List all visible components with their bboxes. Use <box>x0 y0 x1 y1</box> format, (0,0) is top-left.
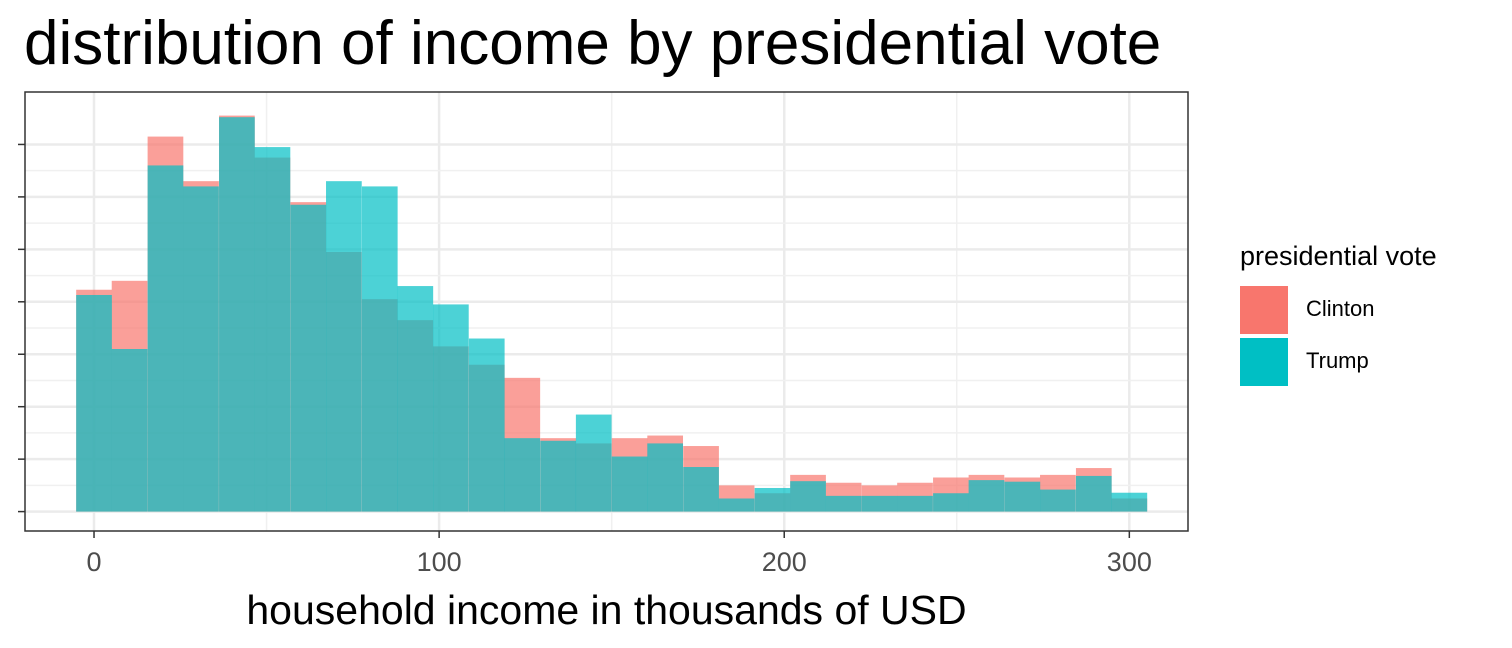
bar-trump <box>254 147 291 512</box>
x-tick-label: 300 <box>1107 547 1152 577</box>
bar-trump <box>147 165 184 512</box>
legend-item-clinton: Clinton <box>1240 286 1500 334</box>
bar-trump <box>575 414 612 512</box>
x-tick-label: 0 <box>87 547 102 577</box>
legend-item-trump: Trump <box>1240 338 1500 386</box>
bar-trump <box>1004 481 1041 512</box>
legend: presidential vote Clinton Trump <box>1240 238 1437 386</box>
bar-trump <box>754 487 791 512</box>
bar-trump <box>76 294 112 512</box>
bar-trump <box>790 481 826 512</box>
bar-trump <box>290 204 327 512</box>
legend-title: presidential vote <box>1240 241 1437 271</box>
legend-label-trump: Trump <box>1306 348 1369 373</box>
bar-trump <box>1111 492 1148 512</box>
bar-trump <box>647 443 684 512</box>
bar-trump <box>933 493 969 512</box>
bar-trump <box>897 495 933 512</box>
x-tick-label: 200 <box>762 547 807 577</box>
bar-trump <box>183 186 219 512</box>
bar-trump <box>611 456 648 512</box>
bar-trump <box>1040 489 1076 512</box>
x-axis-title: household income in thousands of USD <box>246 587 966 633</box>
bar-trump <box>219 117 255 512</box>
bar-trump <box>968 480 1005 512</box>
bar-trump <box>1075 475 1112 512</box>
plot-border <box>24 91 1189 532</box>
x-tick-label: 100 <box>417 547 462 577</box>
legend-key-clinton <box>1240 286 1288 334</box>
bar-trump <box>861 495 898 512</box>
bar-trump <box>468 338 505 512</box>
bar-trump <box>825 495 862 512</box>
legend-label-clinton: Clinton <box>1306 296 1375 321</box>
legend-key-trump <box>1240 338 1288 386</box>
bar-trump <box>683 467 719 512</box>
bar-trump <box>504 438 541 512</box>
bar-trump <box>111 349 148 512</box>
bar-trump <box>397 286 434 512</box>
bar-trump <box>540 440 577 512</box>
bar-trump <box>433 304 469 512</box>
bar-trump <box>718 498 755 512</box>
bar-trump <box>361 186 398 512</box>
chart-title: distribution of income by presidential v… <box>24 9 1162 78</box>
bar-trump <box>326 181 362 512</box>
